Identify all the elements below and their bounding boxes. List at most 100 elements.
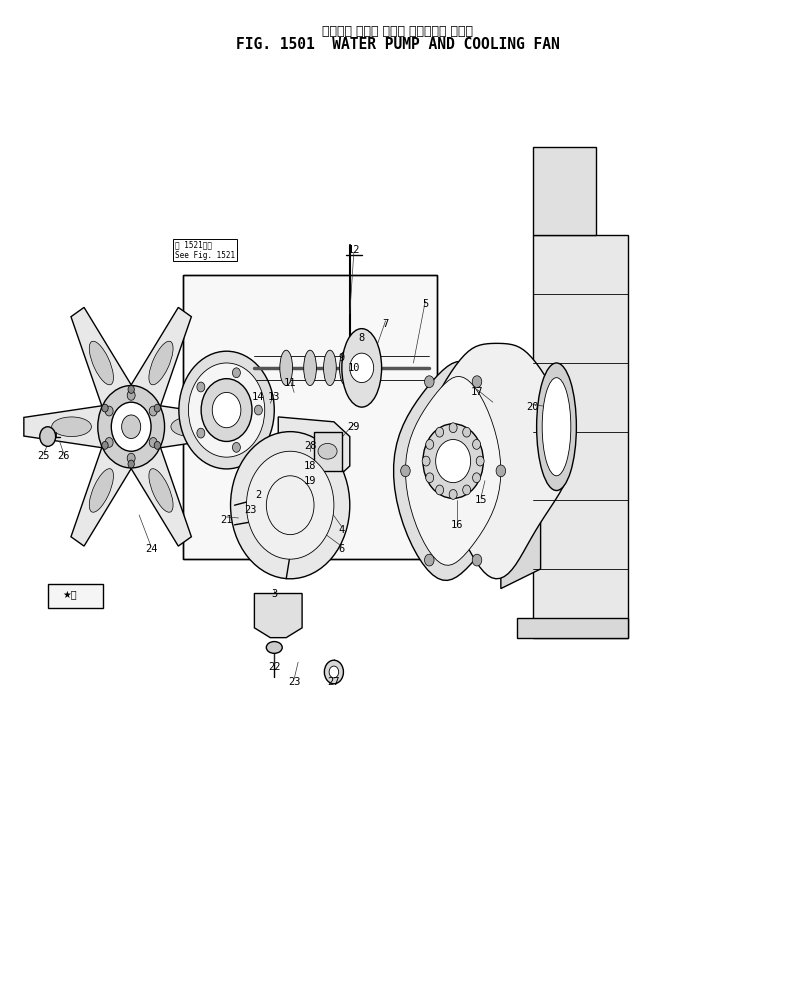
Ellipse shape bbox=[324, 350, 336, 386]
Circle shape bbox=[472, 439, 480, 449]
Polygon shape bbox=[71, 307, 137, 417]
Circle shape bbox=[254, 405, 262, 415]
Circle shape bbox=[436, 428, 444, 438]
Text: FIG. 1501  WATER PUMP AND COOLING FAN: FIG. 1501 WATER PUMP AND COOLING FAN bbox=[235, 37, 560, 52]
Ellipse shape bbox=[542, 378, 571, 476]
Text: 6: 6 bbox=[339, 544, 345, 554]
Circle shape bbox=[197, 429, 205, 439]
Polygon shape bbox=[151, 404, 238, 449]
Text: 3: 3 bbox=[271, 589, 277, 598]
Ellipse shape bbox=[171, 417, 211, 437]
Circle shape bbox=[422, 456, 430, 466]
Circle shape bbox=[425, 554, 434, 566]
Text: 7: 7 bbox=[382, 319, 389, 329]
Circle shape bbox=[246, 451, 334, 559]
Text: 9: 9 bbox=[339, 353, 345, 363]
Text: 14: 14 bbox=[252, 392, 265, 402]
Circle shape bbox=[472, 554, 482, 566]
Circle shape bbox=[154, 404, 161, 412]
Text: 12: 12 bbox=[347, 245, 360, 255]
Ellipse shape bbox=[342, 329, 382, 407]
Circle shape bbox=[463, 485, 471, 494]
Text: 20: 20 bbox=[526, 402, 539, 412]
Text: 24: 24 bbox=[145, 544, 157, 554]
Text: 8: 8 bbox=[359, 334, 365, 343]
Text: 4: 4 bbox=[339, 525, 345, 535]
Polygon shape bbox=[183, 275, 437, 559]
Circle shape bbox=[423, 424, 483, 498]
Circle shape bbox=[122, 415, 141, 439]
Polygon shape bbox=[421, 343, 572, 579]
Circle shape bbox=[329, 666, 339, 678]
Circle shape bbox=[128, 460, 134, 468]
Circle shape bbox=[472, 376, 482, 387]
Ellipse shape bbox=[266, 642, 282, 653]
Circle shape bbox=[149, 438, 157, 447]
Circle shape bbox=[232, 368, 240, 378]
Circle shape bbox=[401, 465, 410, 477]
Circle shape bbox=[102, 404, 108, 412]
Circle shape bbox=[105, 406, 113, 416]
Circle shape bbox=[212, 392, 241, 428]
Polygon shape bbox=[517, 618, 628, 638]
Text: 23: 23 bbox=[288, 677, 301, 687]
Text: 22: 22 bbox=[268, 662, 281, 672]
Circle shape bbox=[128, 386, 134, 393]
Text: 29: 29 bbox=[347, 422, 360, 432]
Polygon shape bbox=[254, 594, 302, 638]
Text: 16: 16 bbox=[451, 520, 463, 530]
Polygon shape bbox=[394, 361, 513, 581]
Circle shape bbox=[350, 353, 374, 383]
Ellipse shape bbox=[89, 341, 114, 385]
Circle shape bbox=[449, 490, 457, 499]
Text: 25: 25 bbox=[37, 451, 50, 461]
Polygon shape bbox=[48, 584, 103, 608]
Circle shape bbox=[105, 438, 113, 447]
Circle shape bbox=[426, 439, 434, 449]
Ellipse shape bbox=[149, 341, 173, 385]
Text: 26: 26 bbox=[57, 451, 70, 461]
Text: 18: 18 bbox=[304, 461, 316, 471]
Circle shape bbox=[127, 453, 135, 463]
Polygon shape bbox=[405, 377, 501, 565]
Ellipse shape bbox=[52, 417, 91, 437]
Circle shape bbox=[201, 379, 252, 441]
Circle shape bbox=[232, 442, 240, 452]
Text: 10: 10 bbox=[347, 363, 360, 373]
Text: 17: 17 bbox=[471, 387, 483, 397]
Circle shape bbox=[472, 473, 480, 483]
Ellipse shape bbox=[280, 350, 293, 386]
Circle shape bbox=[426, 473, 434, 483]
Circle shape bbox=[425, 376, 434, 387]
Circle shape bbox=[436, 439, 471, 483]
Circle shape bbox=[188, 363, 265, 457]
Text: 5: 5 bbox=[422, 299, 429, 309]
Text: 19: 19 bbox=[304, 476, 316, 486]
Circle shape bbox=[231, 432, 350, 579]
Circle shape bbox=[111, 402, 151, 451]
Polygon shape bbox=[71, 437, 137, 546]
Circle shape bbox=[154, 441, 161, 449]
Polygon shape bbox=[126, 437, 192, 546]
Circle shape bbox=[149, 406, 157, 416]
Text: 13: 13 bbox=[268, 392, 281, 402]
Text: 27: 27 bbox=[328, 677, 340, 687]
Circle shape bbox=[179, 351, 274, 469]
Polygon shape bbox=[314, 432, 342, 471]
Text: ★方: ★方 bbox=[62, 591, 76, 600]
Text: ウォータ ポンプ および クーリング ファン: ウォータ ポンプ および クーリング ファン bbox=[322, 25, 473, 37]
Text: 2: 2 bbox=[255, 490, 262, 500]
Ellipse shape bbox=[149, 469, 173, 512]
Circle shape bbox=[476, 456, 484, 466]
Circle shape bbox=[127, 390, 135, 400]
Polygon shape bbox=[126, 307, 192, 417]
Circle shape bbox=[197, 382, 205, 391]
Polygon shape bbox=[24, 404, 111, 449]
Circle shape bbox=[463, 428, 471, 438]
Circle shape bbox=[98, 386, 165, 468]
Circle shape bbox=[449, 423, 457, 433]
Polygon shape bbox=[533, 147, 596, 235]
Text: 11: 11 bbox=[284, 378, 297, 387]
Text: 23: 23 bbox=[244, 505, 257, 515]
Text: 21: 21 bbox=[220, 515, 233, 525]
